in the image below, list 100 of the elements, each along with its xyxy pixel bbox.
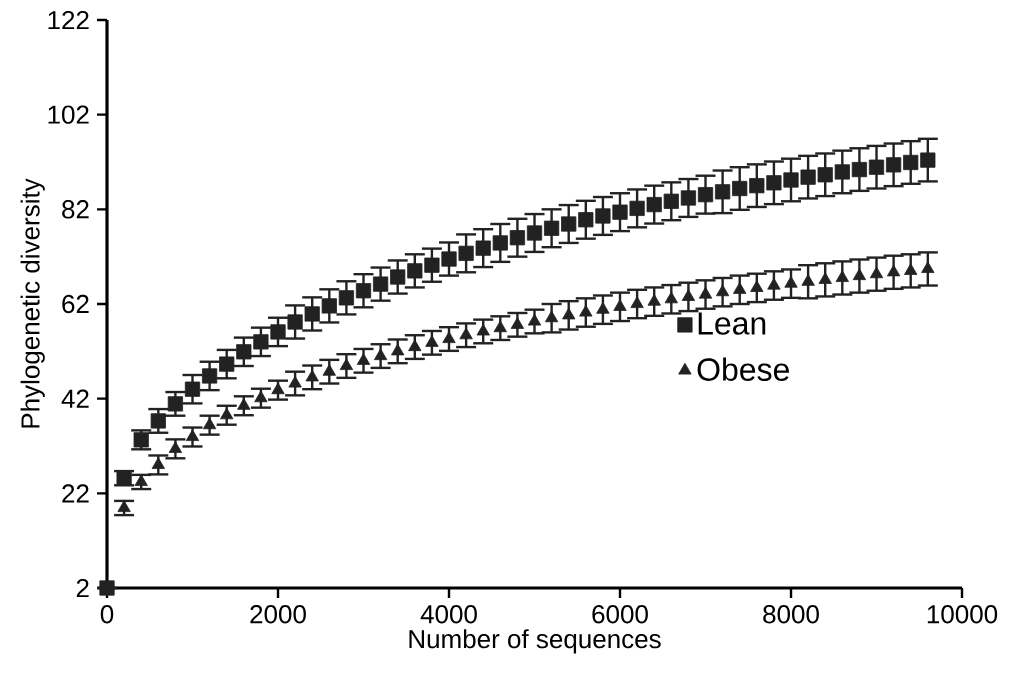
point — [117, 500, 131, 513]
point — [510, 317, 525, 329]
point — [800, 169, 816, 185]
legend-label: Obese — [697, 357, 789, 381]
point — [646, 197, 662, 213]
point — [442, 331, 456, 344]
point — [835, 270, 849, 282]
point — [373, 276, 389, 292]
y-tick-label: 2 — [76, 578, 89, 598]
point — [629, 200, 645, 216]
point — [766, 175, 782, 191]
point — [903, 154, 919, 171]
point — [767, 277, 781, 290]
point — [407, 263, 423, 279]
point — [886, 264, 901, 277]
point — [750, 280, 764, 292]
point — [544, 310, 559, 323]
point — [219, 356, 235, 372]
point — [801, 274, 815, 286]
point — [236, 344, 252, 360]
point — [562, 307, 576, 320]
point — [116, 470, 132, 486]
point — [920, 152, 936, 168]
point — [304, 306, 320, 322]
point — [167, 396, 184, 412]
point — [322, 364, 336, 376]
point — [596, 302, 610, 314]
point — [391, 343, 405, 356]
point — [697, 187, 714, 203]
point — [544, 220, 560, 236]
x-tick-label: 0 — [100, 605, 114, 624]
point — [253, 334, 269, 350]
x-tick-label: 2000 — [250, 605, 306, 624]
legend-label: Lean — [698, 312, 766, 335]
point — [834, 164, 850, 180]
point — [732, 180, 748, 197]
point — [561, 216, 577, 232]
point — [613, 299, 627, 311]
y-tick-label: 122 — [48, 10, 89, 30]
point — [493, 320, 507, 333]
point — [424, 257, 440, 273]
point — [715, 284, 730, 297]
point — [270, 324, 286, 340]
point — [134, 474, 148, 486]
point — [202, 368, 218, 384]
point — [817, 167, 833, 183]
point — [373, 348, 388, 361]
point — [321, 298, 337, 314]
point — [339, 358, 354, 371]
point — [921, 261, 935, 273]
point — [288, 375, 302, 388]
point — [715, 184, 731, 200]
point — [492, 235, 508, 251]
point — [338, 290, 354, 306]
point — [733, 282, 747, 294]
point — [749, 178, 765, 194]
y-tick-label: 42 — [61, 389, 89, 408]
point — [868, 159, 885, 175]
point — [475, 240, 491, 256]
point — [680, 190, 697, 206]
y-tick-label: 102 — [48, 105, 89, 124]
point — [869, 266, 884, 279]
point — [579, 304, 593, 317]
point — [459, 327, 473, 340]
point — [150, 413, 166, 429]
y-axis-title: Phylogenetic diversity — [20, 178, 45, 428]
point — [784, 276, 798, 288]
y-tick-label: 62 — [62, 294, 89, 314]
point — [886, 157, 902, 173]
point — [287, 314, 303, 330]
point — [356, 353, 371, 365]
point — [476, 323, 490, 336]
x-tick-label: 8000 — [763, 605, 819, 624]
point — [578, 212, 594, 228]
point — [305, 369, 319, 382]
point — [663, 193, 679, 209]
x-tick-label: 6000 — [592, 605, 648, 624]
point — [647, 294, 661, 306]
y-tick-label: 22 — [62, 484, 89, 503]
point — [390, 269, 406, 285]
point — [526, 225, 543, 241]
point — [664, 291, 678, 304]
x-tick-label: 10000 — [927, 605, 998, 624]
x-tick-label: 4000 — [420, 605, 477, 624]
point — [527, 313, 542, 326]
point — [595, 208, 611, 224]
point — [612, 204, 628, 220]
point — [818, 272, 832, 284]
point — [698, 286, 713, 299]
point — [851, 161, 868, 178]
point — [630, 296, 644, 308]
point — [458, 245, 474, 261]
point — [852, 268, 867, 281]
point — [355, 283, 372, 299]
point — [408, 339, 422, 352]
point — [184, 381, 201, 397]
point — [441, 251, 457, 267]
x-axis-title: Number of sequences — [409, 629, 661, 654]
point — [509, 230, 526, 246]
point — [681, 289, 696, 301]
